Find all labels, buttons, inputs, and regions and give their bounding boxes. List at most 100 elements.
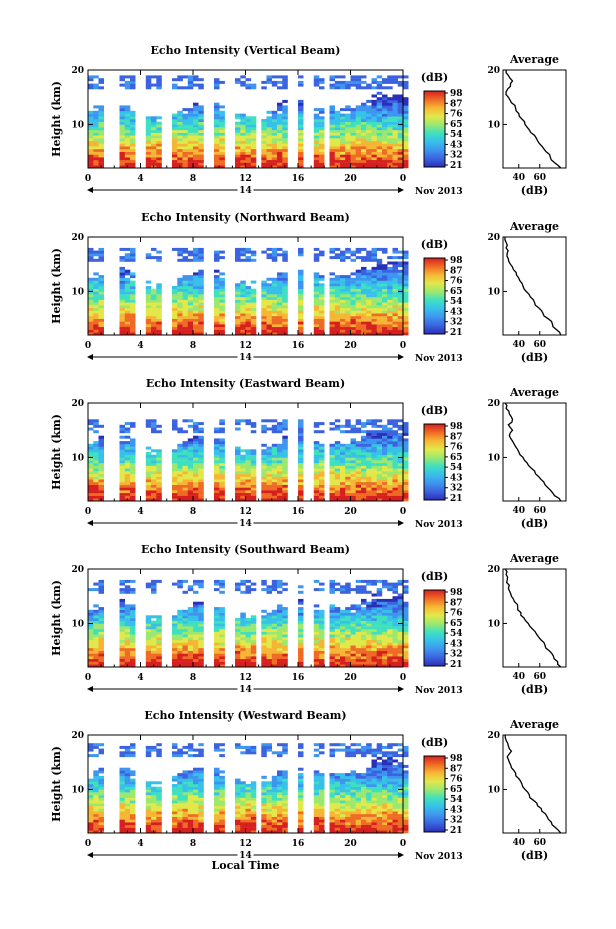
heatmap-cell: [261, 332, 267, 336]
colorbar-unit: (dB): [421, 238, 448, 251]
heatmap-cell: [93, 626, 99, 630]
heatmap-cell: [319, 132, 325, 136]
heatmap-cell: [98, 157, 104, 161]
heatmap-cell: [334, 631, 341, 635]
heatmap-cell: [329, 462, 335, 466]
heatmap-cell: [124, 154, 131, 158]
heatmap-cell: [271, 628, 278, 632]
heatmap-cell: [240, 318, 246, 322]
heatmap-cell: [371, 272, 377, 276]
heatmap-cell: [397, 598, 404, 602]
heatmap-cell: [298, 476, 304, 480]
heatmap-cell: [98, 484, 104, 488]
heatmap-cell: [387, 609, 393, 613]
heatmap-cell: [119, 272, 125, 276]
heatmap-cell: [98, 132, 104, 136]
heatmap-cell: [93, 623, 99, 627]
heatmap-cell: [88, 745, 94, 749]
heatmap-cell: [345, 321, 351, 325]
heatmap-cell: [119, 778, 125, 782]
heatmap-cell: [261, 310, 267, 314]
heatmap-cell: [382, 318, 388, 322]
heatmap-cell: [193, 639, 199, 643]
heatmap-cell: [355, 623, 362, 627]
heatmap-cell: [361, 151, 367, 155]
heatmap-cell: [371, 321, 377, 325]
heatmap-cell: [240, 664, 246, 668]
heatmap-cell: [397, 291, 404, 295]
heatmap-cell: [271, 490, 278, 494]
heatmap-cell: [334, 113, 341, 117]
heatmap-cell: [182, 326, 188, 330]
heatmap-cell: [93, 146, 99, 150]
heatmap-cell: [219, 479, 225, 483]
heatmap-cell: [355, 462, 362, 466]
heatmap-cell: [350, 283, 356, 287]
heatmap-cell: [130, 590, 136, 594]
heatmap-cell: [361, 247, 367, 251]
heatmap-cell: [145, 789, 152, 793]
heatmap-cell: [214, 294, 220, 298]
heatmap-cell: [271, 623, 278, 627]
heatmap-cell: [266, 283, 272, 287]
heatmap-cell: [130, 258, 136, 262]
heatmap-cell: [88, 781, 94, 785]
heatmap-cell: [340, 135, 346, 139]
heatmap-cell: [93, 653, 99, 657]
heatmap-cell: [350, 460, 356, 464]
heatmap-cell: [151, 151, 157, 155]
heatmap-cell: [151, 637, 157, 641]
heatmap-cell: [88, 650, 94, 654]
heatmap-cell: [355, 116, 362, 120]
heatmap-cell: [172, 119, 178, 122]
heatmap-cell: [387, 620, 393, 624]
heatmap-cell: [214, 86, 220, 90]
heatmap-cell: [366, 258, 372, 262]
average-x-tick-label: 40: [512, 173, 525, 183]
heatmap-cell: [240, 658, 246, 662]
heatmap-cell: [382, 332, 388, 336]
heatmap-cell: [282, 299, 288, 303]
heatmap-cell: [214, 495, 220, 499]
heatmap-cell: [219, 615, 225, 619]
heatmap-cell: [156, 75, 162, 79]
heatmap-cell: [403, 154, 409, 158]
heatmap-cell: [397, 310, 404, 314]
heatmap-cell: [298, 664, 304, 668]
heatmap-cell: [219, 460, 225, 464]
heatmap-cell: [376, 490, 383, 494]
heatmap-cell: [198, 631, 204, 635]
heatmap-cell: [88, 664, 94, 668]
heatmap-cell: [313, 457, 320, 461]
heatmap-cell: [376, 313, 383, 317]
heatmap-cell: [177, 129, 183, 133]
heatmap-cell: [245, 119, 252, 122]
heatmap-cell: [145, 805, 152, 809]
colorbar-tick-label: 76: [450, 277, 463, 287]
heatmap-cell: [250, 151, 257, 155]
heatmap-cell: [235, 492, 241, 496]
heatmap-cell: [371, 634, 377, 638]
heatmap-cell: [371, 332, 377, 336]
heatmap-cell: [261, 471, 267, 475]
heatmap-cell: [214, 132, 220, 136]
heatmap-cell: [334, 329, 341, 333]
heatmap-cell: [277, 315, 283, 319]
heatmap-cell: [397, 628, 404, 632]
heatmap-cell: [198, 288, 204, 292]
heatmap-cell: [98, 805, 104, 809]
heatmap-cell: [93, 498, 99, 502]
heatmap-cell: [376, 498, 383, 502]
heatmap-cell: [235, 664, 241, 668]
heatmap-cell: [397, 612, 404, 616]
heatmap-cell: [266, 656, 272, 660]
heatmap-cell: [371, 253, 377, 257]
heatmap-cell: [350, 127, 356, 131]
heatmap-cell: [198, 628, 204, 632]
heatmap-cell: [130, 80, 136, 84]
heatmap-cell: [371, 487, 377, 491]
heatmap-cell: [298, 623, 304, 627]
heatmap-cell: [119, 315, 125, 319]
heatmap-cell: [182, 258, 188, 262]
heatmap-cell: [376, 637, 383, 641]
